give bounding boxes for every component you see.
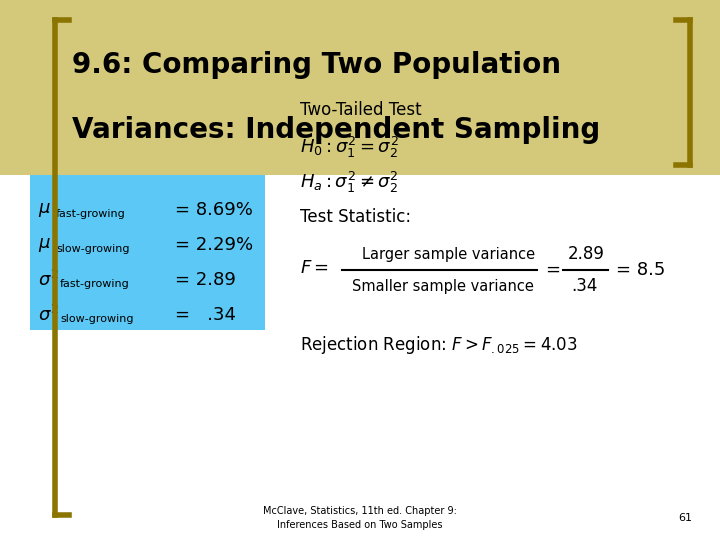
- Bar: [0, 0, 720, 175]
- Text: $\sigma^2$: $\sigma^2$: [38, 305, 59, 325]
- Text: $H_0 : \sigma_1^2 = \sigma_2^2$: $H_0 : \sigma_1^2 = \sigma_2^2$: [300, 134, 399, 159]
- Text: = 8.69%: = 8.69%: [175, 201, 253, 219]
- Text: Larger sample variance: Larger sample variance: [362, 246, 535, 261]
- Text: Variances: Independent Sampling: Variances: Independent Sampling: [72, 116, 600, 144]
- Text: .34: .34: [571, 277, 598, 295]
- Text: =: =: [545, 261, 560, 279]
- Text: fast-growing: fast-growing: [56, 209, 126, 219]
- Text: $\mu$: $\mu$: [38, 236, 51, 254]
- Text: = 8.5: = 8.5: [616, 261, 665, 279]
- Text: Rejection Region: $F > F_{.025} = 4.03$: Rejection Region: $F > F_{.025} = 4.03$: [300, 334, 577, 356]
- Text: slow-growing: slow-growing: [56, 244, 130, 254]
- Text: Test Statistic:: Test Statistic:: [300, 208, 411, 226]
- Text: Smaller sample variance: Smaller sample variance: [352, 279, 534, 294]
- Text: fast-growing: fast-growing: [60, 279, 130, 289]
- Text: 2.89: 2.89: [568, 245, 605, 263]
- Text: $\mu$: $\mu$: [38, 201, 51, 219]
- Text: =   .34: = .34: [175, 306, 236, 324]
- Text: slow-growing: slow-growing: [60, 314, 133, 324]
- Text: $\sigma^2$: $\sigma^2$: [38, 270, 59, 290]
- Text: McClave, Statistics, 11th ed. Chapter 9:
Inferences Based on Two Samples: McClave, Statistics, 11th ed. Chapter 9:…: [263, 506, 457, 530]
- Text: 9.6: Comparing Two Population: 9.6: Comparing Two Population: [72, 51, 561, 79]
- Text: = 2.29%: = 2.29%: [175, 236, 253, 254]
- Bar: [30, 175, 265, 330]
- Text: 61: 61: [678, 513, 692, 523]
- Text: = 2.89: = 2.89: [175, 271, 236, 289]
- Text: $F =$: $F =$: [300, 259, 329, 277]
- Text: $H_a : \sigma_1^2 \neq \sigma_2^2$: $H_a : \sigma_1^2 \neq \sigma_2^2$: [300, 170, 399, 194]
- Text: Two-Tailed Test: Two-Tailed Test: [300, 101, 422, 119]
